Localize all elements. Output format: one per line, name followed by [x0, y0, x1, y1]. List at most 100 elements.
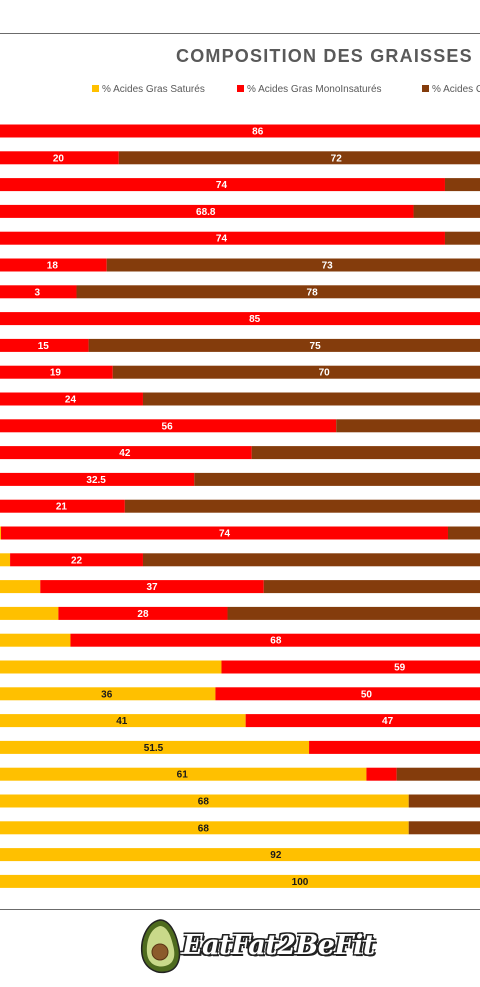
bar-acides-gras-monoinsatur-s-23	[309, 740, 480, 754]
frame-top-border	[0, 33, 480, 34]
data-label-acides-gras-satur-s-27: 92	[270, 850, 282, 861]
bar-acides-gras-satur-s-15	[0, 526, 2, 540]
bar-acides-gras-satur-s-25	[0, 794, 409, 808]
data-label-acides-gras-polyinsatur-s-9: 70	[319, 368, 331, 379]
bar-acides-gras-monoinsatur-s-11	[0, 419, 337, 433]
bar-acides-gras-polyinsatur-s-12	[251, 446, 480, 460]
bar-acides-gras-monoinsatur-s-3	[0, 204, 414, 218]
data-label-acides-gras-monoinsatur-s-6: 3	[34, 287, 40, 298]
data-label-acides-gras-monoinsatur-s-17: 37	[146, 582, 158, 593]
bar-acides-gras-monoinsatur-s-4	[0, 231, 445, 245]
data-label-acides-gras-monoinsatur-s-3: 68.8	[196, 207, 216, 218]
legend-label-polyunsaturated: % Acides G	[432, 84, 480, 95]
bar-acides-gras-monoinsatur-s-12	[0, 446, 252, 460]
data-label-acides-gras-polyinsatur-s-8: 75	[310, 341, 322, 352]
legend-label-monounsaturated: % Acides Gras MonoInsaturés	[247, 84, 382, 95]
data-label-acides-gras-monoinsatur-s-18: 28	[137, 609, 149, 620]
bar-acides-gras-polyinsatur-s-2	[444, 178, 480, 192]
bar-acides-gras-satur-s-26	[0, 821, 409, 835]
bar-acides-gras-polyinsatur-s-8	[88, 338, 480, 352]
bar-acides-gras-polyinsatur-s-15	[447, 526, 480, 540]
bar-acides-gras-monoinsatur-s-14	[0, 499, 125, 513]
data-label-acides-gras-satur-s-22: 41	[116, 716, 128, 727]
bar-acides-gras-monoinsatur-s-21	[215, 687, 480, 701]
bar-acides-gras-polyinsatur-s-10	[142, 392, 480, 406]
legend-item-polyunsaturated: % Acides G	[422, 84, 480, 95]
data-label-acides-gras-monoinsatur-s-12: 42	[119, 448, 131, 459]
data-label-acides-gras-monoinsatur-s-22: 47	[382, 716, 394, 727]
data-label-acides-gras-monoinsatur-s-15: 74	[219, 529, 231, 540]
logo-text: EatFat2BeFit	[182, 930, 375, 961]
legend-swatch-polyunsaturated	[422, 85, 429, 92]
bar-acides-gras-polyinsatur-s-5	[106, 258, 480, 272]
bar-acides-gras-monoinsatur-s-18	[58, 606, 228, 620]
data-label-acides-gras-monoinsatur-s-20: 59	[394, 663, 406, 674]
data-label-acides-gras-monoinsatur-s-7: 85	[249, 314, 261, 325]
bar-acides-gras-polyinsatur-s-1	[118, 151, 480, 165]
bar-acides-gras-polyinsatur-s-16	[142, 553, 480, 567]
bar-acides-gras-satur-s-16	[0, 553, 11, 567]
bar-acides-gras-polyinsatur-s-25	[408, 794, 480, 808]
bar-acides-gras-polyinsatur-s-17	[263, 580, 480, 594]
bar-acides-gras-monoinsatur-s-9	[0, 365, 113, 379]
data-label-acides-gras-monoinsatur-s-8: 15	[38, 341, 50, 352]
bar-acides-gras-satur-s-18	[0, 606, 59, 620]
bar-acides-gras-satur-s-28	[0, 874, 480, 888]
bar-acides-gras-monoinsatur-s-6	[0, 285, 77, 299]
data-label-acides-gras-monoinsatur-s-4: 74	[216, 234, 228, 245]
bar-acides-gras-satur-s-21	[0, 687, 216, 701]
data-label-acides-gras-satur-s-24: 61	[177, 770, 189, 781]
bar-acides-gras-monoinsatur-s-13	[0, 472, 195, 486]
data-label-acides-gras-satur-s-23: 51.5	[144, 743, 164, 754]
frame-bottom-border	[0, 909, 480, 910]
legend-swatch-monounsaturated	[237, 85, 244, 92]
data-label-acides-gras-monoinsatur-s-9: 19	[50, 368, 62, 379]
bar-acides-gras-polyinsatur-s-26	[408, 821, 480, 835]
bar-acides-gras-monoinsatur-s-20	[221, 660, 480, 674]
bar-acides-gras-monoinsatur-s-1	[0, 151, 119, 165]
data-label-acides-gras-satur-s-25: 68	[198, 797, 210, 808]
data-label-acides-gras-monoinsatur-s-2: 74	[216, 180, 228, 191]
bar-acides-gras-polyinsatur-s-4	[444, 231, 480, 245]
bar-acides-gras-monoinsatur-s-22	[245, 714, 480, 728]
bar-acides-gras-satur-s-17	[0, 580, 41, 594]
bar-acides-gras-monoinsatur-s-8	[0, 338, 89, 352]
legend-item-monounsaturated: % Acides Gras MonoInsaturés	[237, 84, 382, 95]
data-label-acides-gras-satur-s-21: 36	[101, 689, 113, 700]
bar-acides-gras-monoinsatur-s-10	[0, 392, 143, 406]
data-label-acides-gras-polyinsatur-s-6: 78	[307, 287, 319, 298]
legend-swatch-saturated	[92, 85, 99, 92]
bar-acides-gras-satur-s-23	[0, 740, 310, 754]
bar-acides-gras-satur-s-19	[0, 633, 71, 647]
bar-acides-gras-monoinsatur-s-15	[1, 526, 448, 540]
chart-title: COMPOSITION DES GRAISSES	[176, 46, 473, 66]
data-label-acides-gras-satur-s-28: 100	[292, 877, 309, 888]
bar-acides-gras-satur-s-20	[0, 660, 222, 674]
legend-label-saturated: % Acides Gras Saturés	[102, 84, 205, 95]
bar-acides-gras-monoinsatur-s-16	[10, 553, 143, 567]
bar-acides-gras-polyinsatur-s-13	[194, 472, 480, 486]
data-label-acides-gras-monoinsatur-s-5: 18	[47, 261, 59, 272]
bar-acides-gras-satur-s-22	[0, 714, 246, 728]
avocado-icon	[140, 919, 181, 974]
eatfat2befit-logo: EatFat2BeFit	[136, 916, 375, 976]
data-label-acides-gras-monoinsatur-s-19: 68	[270, 636, 282, 647]
legend-item-saturated: % Acides Gras Saturés	[92, 84, 205, 95]
bar-acides-gras-monoinsatur-s-19	[70, 633, 480, 647]
bar-acides-gras-monoinsatur-s-5	[0, 258, 107, 272]
bar-acides-gras-satur-s-27	[0, 848, 480, 862]
data-label-acides-gras-monoinsatur-s-16: 22	[71, 555, 83, 566]
data-label-acides-gras-polyinsatur-s-1: 72	[331, 153, 343, 164]
bar-acides-gras-polyinsatur-s-11	[336, 419, 480, 433]
bar-acides-gras-polyinsatur-s-18	[227, 606, 480, 620]
bar-acides-gras-monoinsatur-s-24	[366, 767, 397, 781]
bar-acides-gras-polyinsatur-s-3	[413, 204, 480, 218]
bar-acides-gras-monoinsatur-s-2	[0, 178, 445, 192]
bar-acides-gras-polyinsatur-s-6	[76, 285, 480, 299]
data-label-acides-gras-monoinsatur-s-0: 86	[252, 127, 264, 138]
bar-acides-gras-monoinsatur-s-17	[40, 580, 264, 594]
bar-acides-gras-polyinsatur-s-24	[396, 767, 480, 781]
data-label-acides-gras-monoinsatur-s-1: 20	[53, 153, 65, 164]
bar-acides-gras-polyinsatur-s-14	[124, 499, 480, 513]
